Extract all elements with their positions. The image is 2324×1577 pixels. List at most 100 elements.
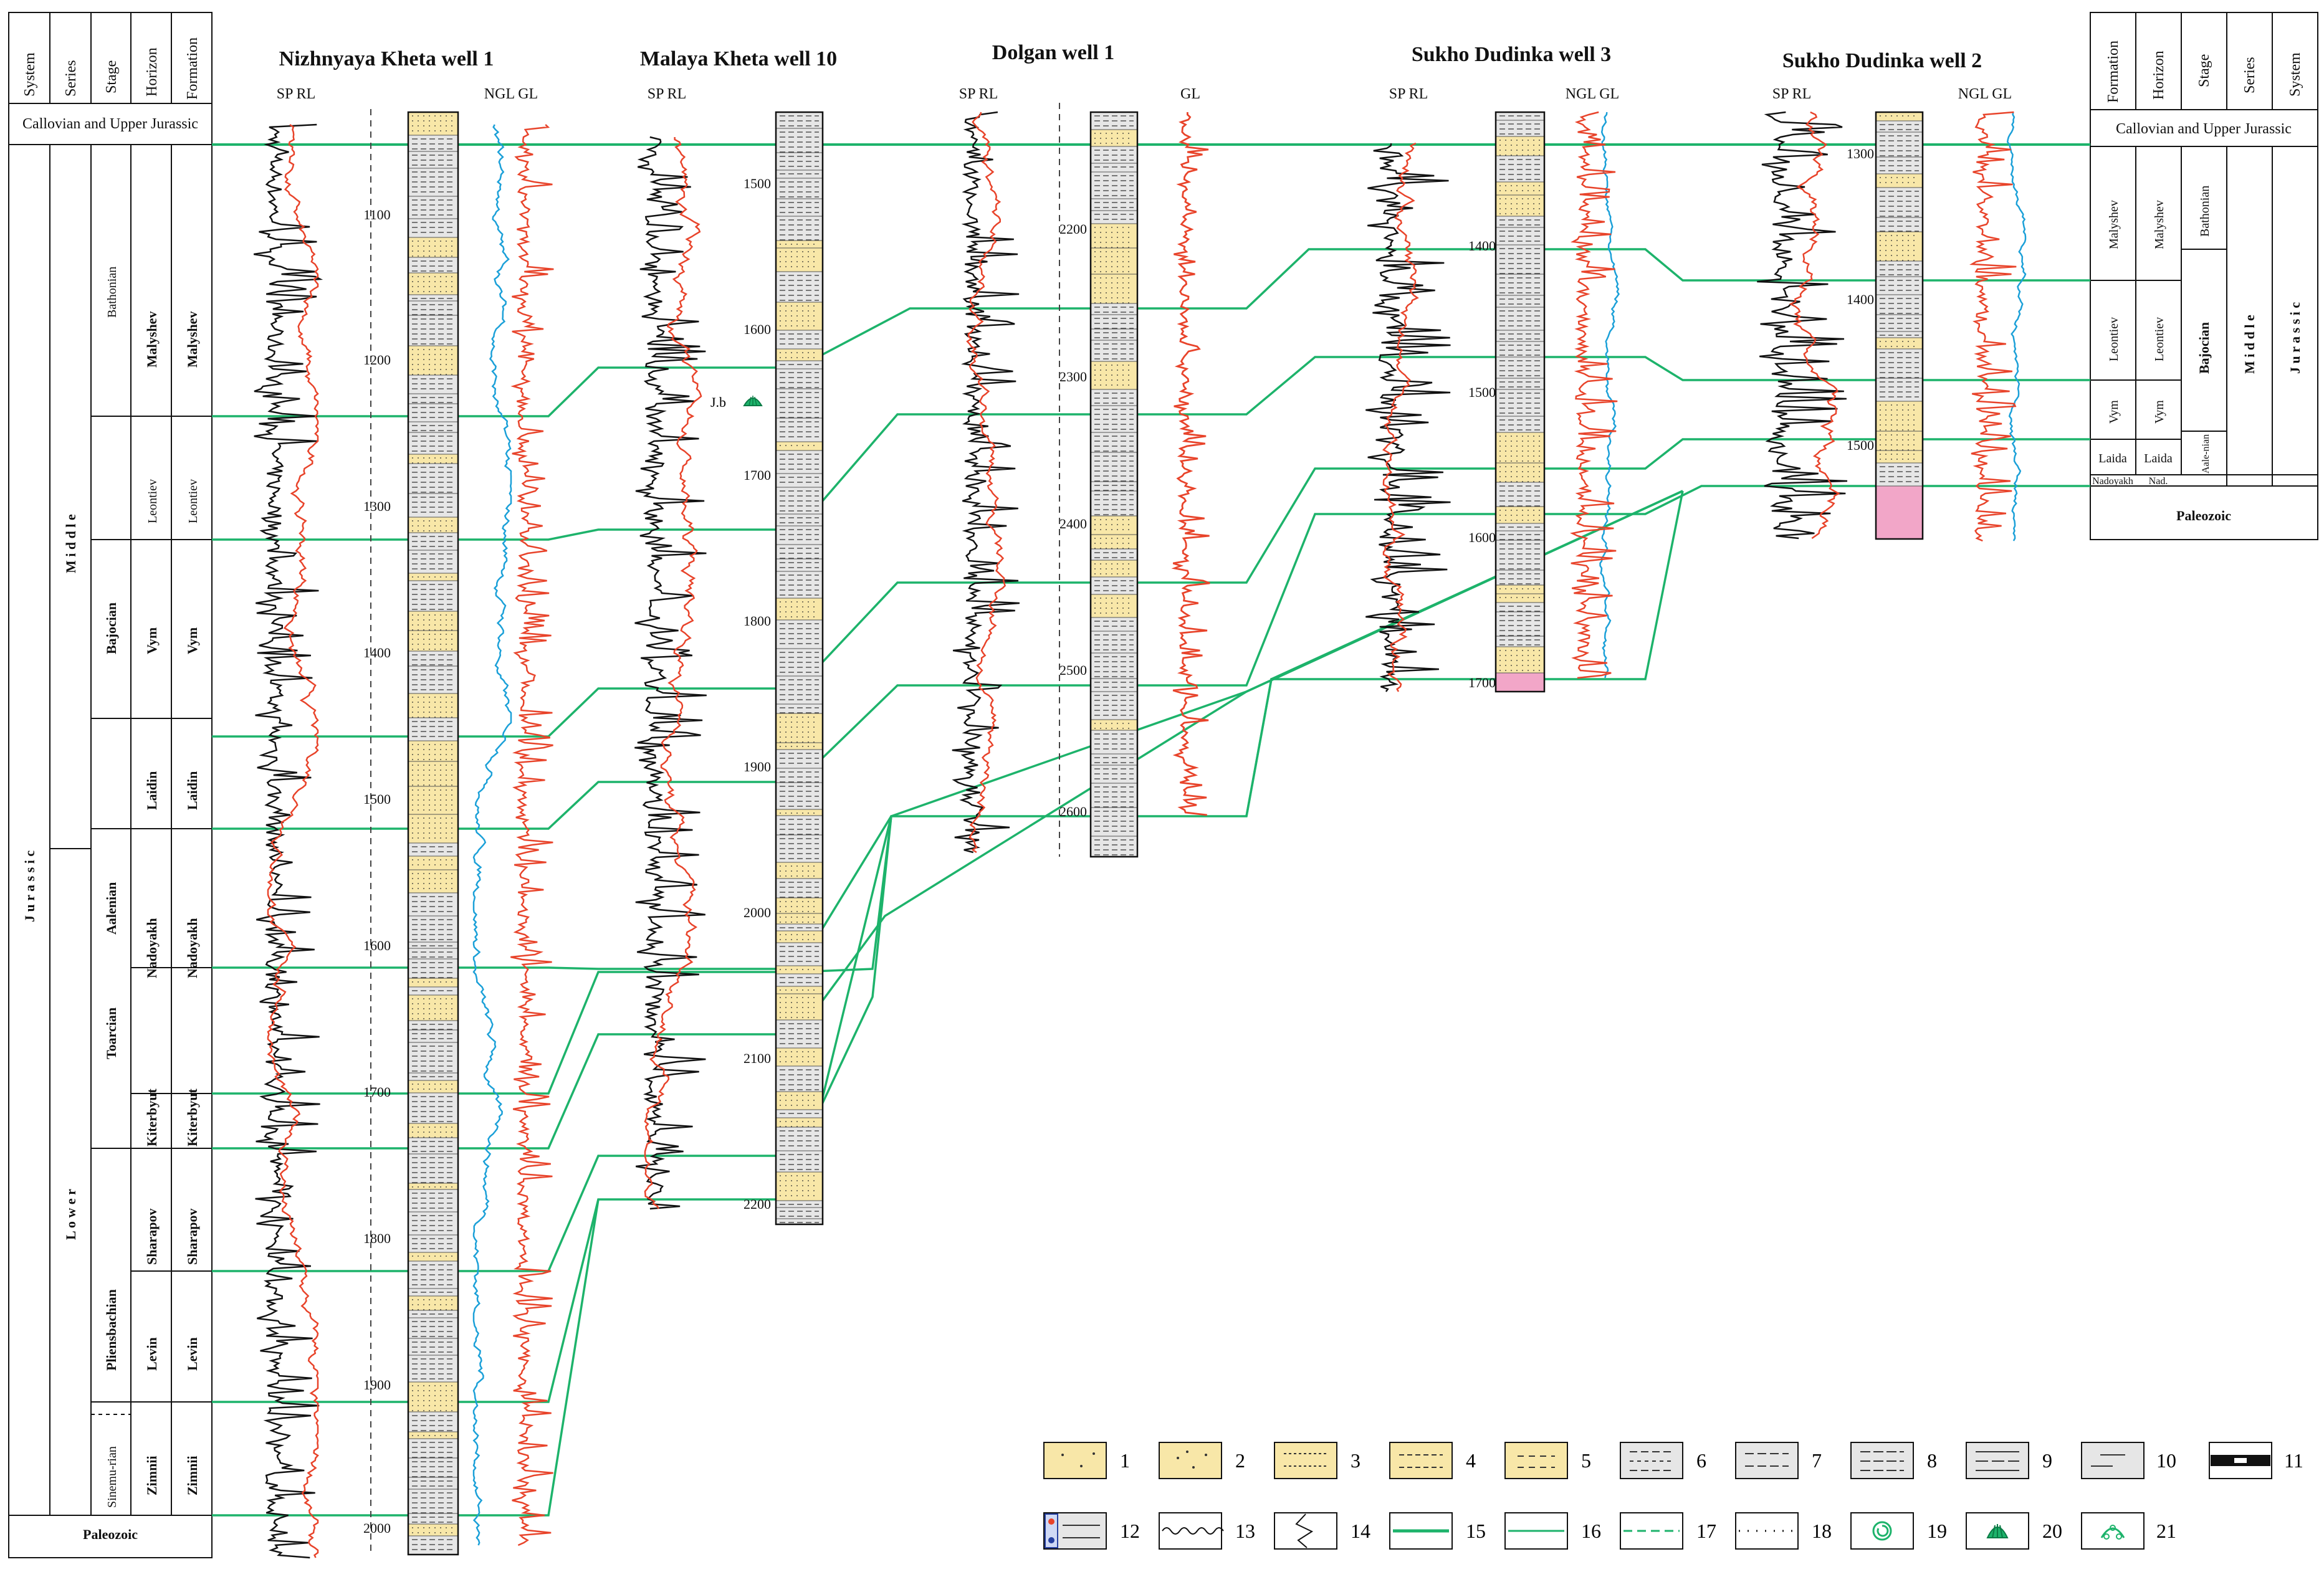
w5-sp-curve [1757, 111, 1848, 540]
w2-rl-curve [644, 136, 702, 1209]
depth-w5-2: 1500 [1847, 437, 1874, 453]
left-stage-bathonian: Bathonian [105, 267, 119, 318]
legend-label-7: 7 [1812, 1449, 1822, 1472]
legend-item-15: 15 [1389, 1512, 1486, 1550]
depth-w1-8: 1900 [363, 1377, 391, 1393]
legend-item-1: 1 [1043, 1442, 1130, 1479]
legend-label-18: 18 [1812, 1520, 1832, 1542]
curve-header-w4-right: NGL GL [1566, 86, 1619, 102]
left-stage-sinemurian: Sinemu-rian [105, 1446, 119, 1508]
depth-w1-3: 1400 [363, 645, 391, 660]
w3-gl-curve [1171, 112, 1210, 816]
legend-label-12: 12 [1120, 1520, 1140, 1542]
legend-item-17: 17 [1620, 1512, 1716, 1550]
right-header-formation: Formation [2105, 40, 2121, 103]
left-stage-toarcian: Toarcian [103, 1008, 119, 1059]
w3-lithology [1089, 111, 1139, 858]
depth-w1-1: 1200 [363, 352, 391, 368]
legend-label-8: 8 [1927, 1449, 1937, 1472]
legend-item-18: 18 [1735, 1512, 1832, 1550]
left-formation-malyshev: Malyshev [184, 312, 200, 368]
depth-w3-4: 2600 [1059, 804, 1087, 819]
depth-w1-2: 1300 [363, 498, 391, 514]
right-top-unit: Callovian and Upper Jurassic [2116, 121, 2292, 137]
w2-lithology [775, 111, 824, 1226]
depth-w2-6: 2100 [744, 1051, 771, 1066]
well-title-sukho-dudinka-2: Sukho Dudinka well 2 [1782, 49, 1982, 72]
right-formation-malyshev: Malyshev [2107, 200, 2121, 249]
curve-header-w3-left: SP RL [959, 86, 998, 102]
left-formation-vym: Vym [184, 627, 200, 654]
legend-item-8: 8 [1850, 1442, 1937, 1479]
left-bottom-paleozoic: Paleozoic [83, 1527, 138, 1542]
left-formation-zimnii: Zimnii [184, 1456, 200, 1495]
curve-header-w3-right: GL [1180, 86, 1200, 102]
depth-w1-5: 1600 [363, 938, 391, 953]
left-top-unit: Callovian and Upper Jurassic [22, 116, 198, 132]
left-strat-column [8, 12, 213, 1558]
shell-icon [1986, 1524, 2009, 1538]
legend-label-5: 5 [1581, 1449, 1591, 1472]
legend-label-9: 9 [2042, 1449, 2052, 1472]
depth-w3-2: 2400 [1059, 516, 1087, 531]
legend-label-4: 4 [1466, 1449, 1476, 1472]
w3-sp-curve [952, 111, 1020, 854]
well-titles: Nizhnyaya Kheta well 1 Malaya Kheta well… [277, 41, 2012, 102]
legend: 1 2 3 4 5 6 [1043, 1442, 2303, 1550]
w4-lithology [1494, 111, 1546, 693]
well-logs [254, 103, 2027, 1559]
shell-icon [743, 396, 763, 406]
right-series-middle: M i d d l e [2242, 315, 2257, 374]
curve-header-w5-left: SP RL [1772, 86, 1811, 102]
w4-sp-curve [1365, 143, 1451, 692]
corr-leontiev-top [212, 356, 2090, 541]
legend-label-1: 1 [1120, 1449, 1130, 1472]
depth-w2-7: 2200 [744, 1196, 771, 1212]
legend-label-10: 10 [2156, 1449, 2176, 1472]
legend-item-14: 14 [1274, 1512, 1370, 1550]
depth-w3-1: 2300 [1059, 369, 1087, 384]
legend-item-16: 16 [1504, 1512, 1601, 1550]
left-horizon-laidin: Laidin [144, 771, 160, 810]
left-header-formation: Formation [184, 37, 201, 100]
left-header-horizon: Horizon [144, 47, 160, 97]
w4-rl-curve [1382, 142, 1419, 692]
left-formation-levin: Levin [184, 1337, 200, 1371]
legend-label-11: 11 [2284, 1449, 2303, 1472]
w5-ngl-curve [2006, 112, 2027, 541]
depth-w1-7: 1800 [363, 1231, 391, 1246]
corr-w3-base [1245, 490, 1684, 817]
depth-w2-3: 1800 [744, 613, 771, 629]
depth-w3-3: 2500 [1059, 662, 1087, 678]
right-header-series: Series [2242, 57, 2258, 93]
right-horizon-laida: Laida [2144, 452, 2173, 465]
legend-label-3: 3 [1351, 1449, 1360, 1472]
depth-w4-0: 1400 [1468, 238, 1496, 254]
fossil-label: J.b [710, 394, 726, 410]
w1-rl-curve [267, 123, 319, 1558]
fossil-marker-w2: J.b [710, 394, 763, 410]
curve-header-w1-right: NGL GL [484, 86, 538, 102]
well-title-sukho-dudinka-3: Sukho Dudinka well 3 [1412, 43, 1611, 66]
depth-w3-0: 2200 [1059, 221, 1087, 237]
depth-w2-0: 1500 [744, 176, 771, 191]
legend-label-15: 15 [1466, 1520, 1486, 1542]
right-horizon-nad: Nad. [2149, 476, 2168, 487]
depth-w1-6: 1700 [363, 1084, 391, 1100]
left-horizon-sharapov: Sharapov [144, 1209, 160, 1265]
left-formation-leontiev: Leontiev [186, 479, 200, 523]
w4-ngl-curve [1599, 112, 1620, 679]
depth-w2-1: 1600 [744, 322, 771, 337]
right-formation-leontiev: Leontiev [2107, 317, 2121, 361]
legend-item-9: 9 [1966, 1442, 2052, 1479]
legend-label-20: 20 [2042, 1520, 2062, 1542]
depth-labels: 1100 1200 1300 1400 1500 1600 1700 1800 … [363, 146, 1874, 1536]
right-horizon-vym: Vym [2153, 400, 2166, 424]
left-system-label: J u r a s s i c [22, 850, 37, 922]
w1-gl-curve [510, 124, 554, 1546]
legend-label-17: 17 [1696, 1520, 1716, 1542]
right-header-system: System [2287, 52, 2303, 97]
legend-item-20: 20 [1966, 1512, 2062, 1550]
depth-w1-4: 1500 [363, 791, 391, 807]
